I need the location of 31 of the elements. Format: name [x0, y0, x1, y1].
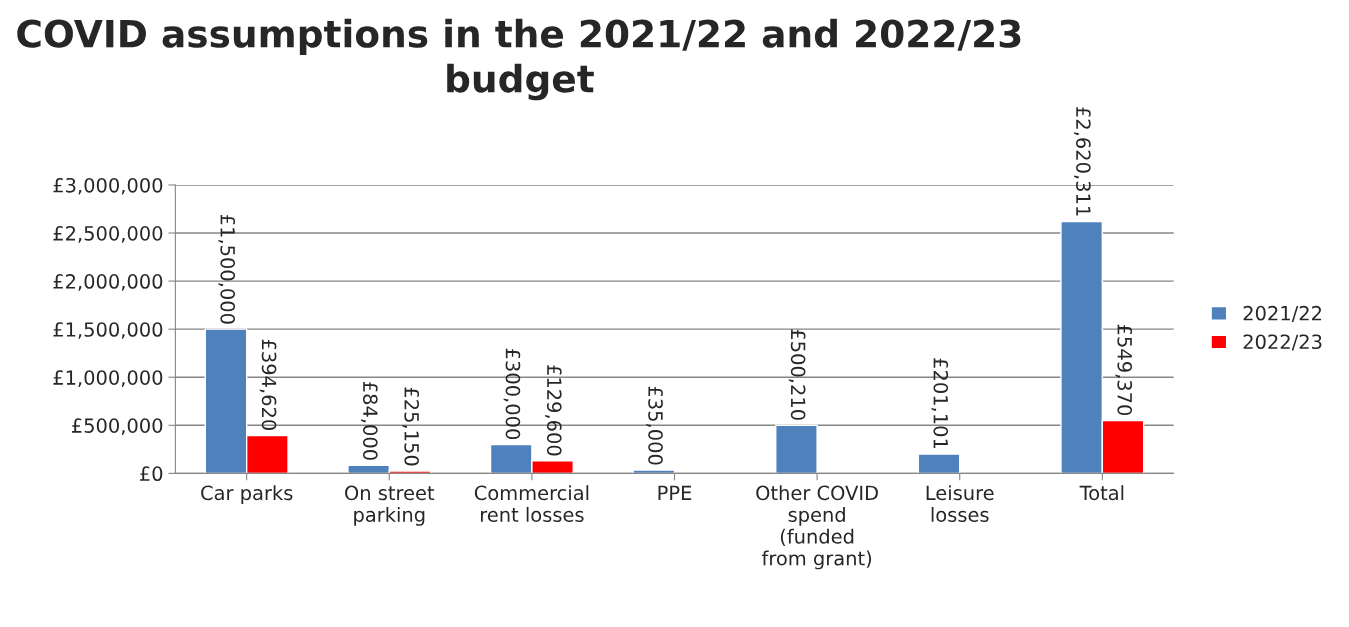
- data-label: £2,620,311: [1074, 107, 1091, 216]
- chart-title: COVID assumptions in the 2021/22 and 2022/23 budget: [17, 18, 1021, 101]
- y-tick-label: £0: [140, 466, 163, 482]
- data-label: £35,000: [646, 386, 663, 465]
- data-label: £394,620: [259, 339, 277, 430]
- data-label: £300,000: [503, 348, 521, 440]
- x-tick-label: On street parking: [345, 485, 435, 526]
- y-tick-label: £500,000: [72, 418, 163, 435]
- y-tick-label: £2,500,000: [53, 225, 163, 243]
- bar: [775, 424, 818, 474]
- x-tick-label: Car parks: [201, 485, 293, 505]
- data-label: £84,000: [360, 381, 378, 460]
- data-label: £129,600: [544, 365, 562, 456]
- data-label: £201,101: [931, 358, 949, 449]
- y-tick-label: £3,000,000: [53, 177, 163, 195]
- data-label: £25,150: [402, 387, 420, 466]
- data-label: £549,370: [1115, 324, 1133, 416]
- y-tick-label: £1,000,000: [53, 370, 163, 387]
- data-label: £1,500,000: [218, 214, 236, 324]
- x-tick-label: Total: [1079, 485, 1124, 501]
- legend-label: 2022/23: [1243, 334, 1322, 351]
- legend-label: 2021/22: [1243, 305, 1322, 323]
- bar: [917, 453, 961, 474]
- x-tick-label: PPE: [658, 485, 692, 500]
- y-tick-label: £1,500,000: [53, 322, 163, 339]
- data-label: £500,210: [788, 329, 806, 420]
- bar: [632, 469, 676, 474]
- x-tick-label: Leisure losses: [926, 485, 994, 523]
- x-tick-label: Commercial rent losses: [474, 485, 589, 523]
- y-tick-label: £2,000,000: [53, 274, 163, 291]
- x-tick-label: Other COVID spend (funded from grant): [756, 485, 878, 570]
